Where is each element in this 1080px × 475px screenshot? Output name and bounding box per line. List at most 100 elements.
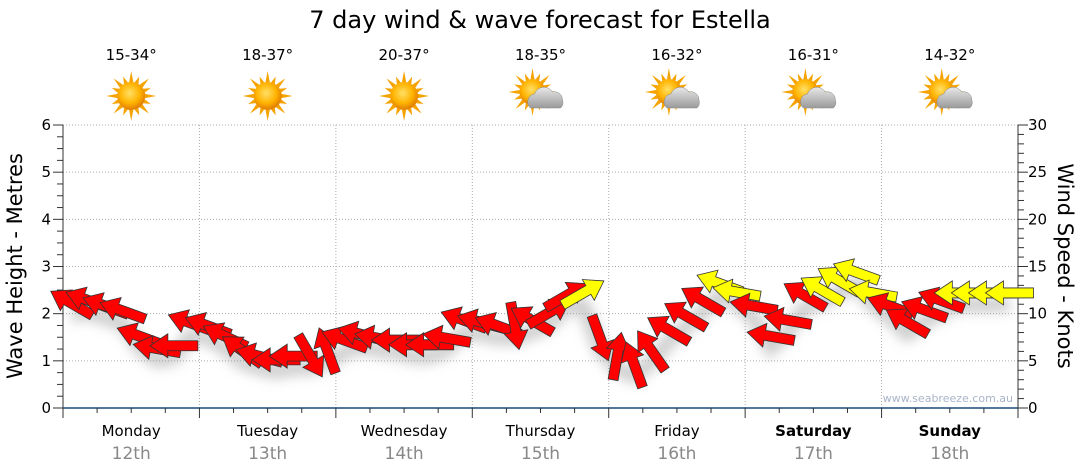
sun-ray [797,73,803,81]
sun-ray [514,95,522,100]
sun-ray [134,76,140,85]
wind-arrow [832,258,881,286]
sun-ray [111,87,120,93]
sun-ray [540,75,550,85]
sun-ray [672,73,677,81]
sun-ray [949,75,959,85]
wind-arrow [783,281,829,313]
sun-ray [944,73,950,81]
wind-arrow [918,286,967,314]
sun-ray [417,93,430,99]
sun-ray [788,99,798,109]
sun-ray [111,99,120,105]
sun-ray [106,93,118,99]
sun-ray [416,87,424,93]
sun-ray [139,104,149,114]
sun-ray [924,75,935,85]
wind-arrow [729,292,779,318]
date-label: 14th [385,444,424,464]
sun-ray [242,93,254,99]
left-tick-label: 0 [41,399,51,417]
sun-ray [129,71,134,83]
sun-ray [113,78,123,88]
left-tick-label: 3 [41,258,51,276]
right-tick-label: 5 [1028,352,1038,370]
sun-ray [651,99,662,109]
date-label: 18th [930,444,969,464]
wind-arrow [422,324,472,350]
left-tick-label: 1 [41,352,51,370]
sun-ray [939,68,944,80]
wind-arrow [559,279,605,310]
day-label: Wednesday [361,422,448,440]
partly-cloudy-icon [508,68,564,116]
sun-ray [412,104,422,114]
wind-arrow [293,332,325,378]
sun-ray [265,109,270,121]
watermark: www.seabreeze.com.au [883,392,1013,405]
sun-ray [401,71,407,83]
sun-ray [259,76,265,85]
sun-ray [786,95,795,100]
sun-ray [934,73,939,81]
sunny-icon [242,71,293,121]
sun-ray [923,95,931,100]
date-label: 17th [794,444,833,464]
right-tick-label: 30 [1028,116,1047,134]
wind-arrow [885,308,931,340]
temperature-range: 20-37° [379,46,430,64]
sun-ray [781,90,793,94]
sun-ray [129,109,134,121]
sun-ray [535,73,541,81]
day-label: Sunday [919,422,982,440]
sun-disc [253,82,282,110]
sun-ray [248,87,256,93]
wind-arrow [99,296,148,325]
sun-ray [923,84,931,89]
right-tick-label: 15 [1028,258,1047,276]
cloud [527,86,564,109]
day-label: Thursday [505,422,576,440]
left-tick-label: 2 [41,305,51,323]
sunny-icon [106,71,157,121]
wind-arrow [681,286,727,318]
sun-ray [384,99,393,105]
sun-ray [275,78,286,88]
wind-arrow [984,280,1034,306]
sun-ray [134,107,140,116]
right-tick-label: 0 [1028,399,1038,417]
sun-ray [407,107,413,116]
left-tick-label: 4 [41,210,51,228]
sun-ray [271,76,276,85]
sun-ray [265,71,270,83]
right-axis-label: Wind Speed - Knots [1053,163,1077,368]
partly-cloudy-icon [917,68,973,116]
wind-arrow [620,341,648,390]
sun-ray [508,90,520,94]
sun-ray [515,99,525,109]
sun-ray [651,75,662,85]
sun-ray [143,99,151,105]
grid [63,124,1018,408]
sun-ray [813,75,823,85]
sun-ray [113,104,123,114]
temperature-range: 14-32° [924,46,975,64]
sun-ray [249,78,260,88]
day-label: Saturday [775,422,852,440]
wind-arrow [763,306,813,332]
sun-ray [248,99,256,105]
sun-ray [139,78,149,88]
temperature-range: 18-37° [242,46,293,64]
sun-ray [145,93,157,99]
sun-ray [644,90,657,94]
wind-arrow [149,332,199,359]
date-label: 12th [112,444,151,464]
sun-ray [396,107,401,116]
sun-ray [279,87,288,93]
wind-arrow [637,330,670,374]
sun-ray [384,87,393,93]
right-tick-label: 25 [1028,163,1047,181]
sun-ray [396,76,401,85]
wind-arrow [503,300,529,351]
